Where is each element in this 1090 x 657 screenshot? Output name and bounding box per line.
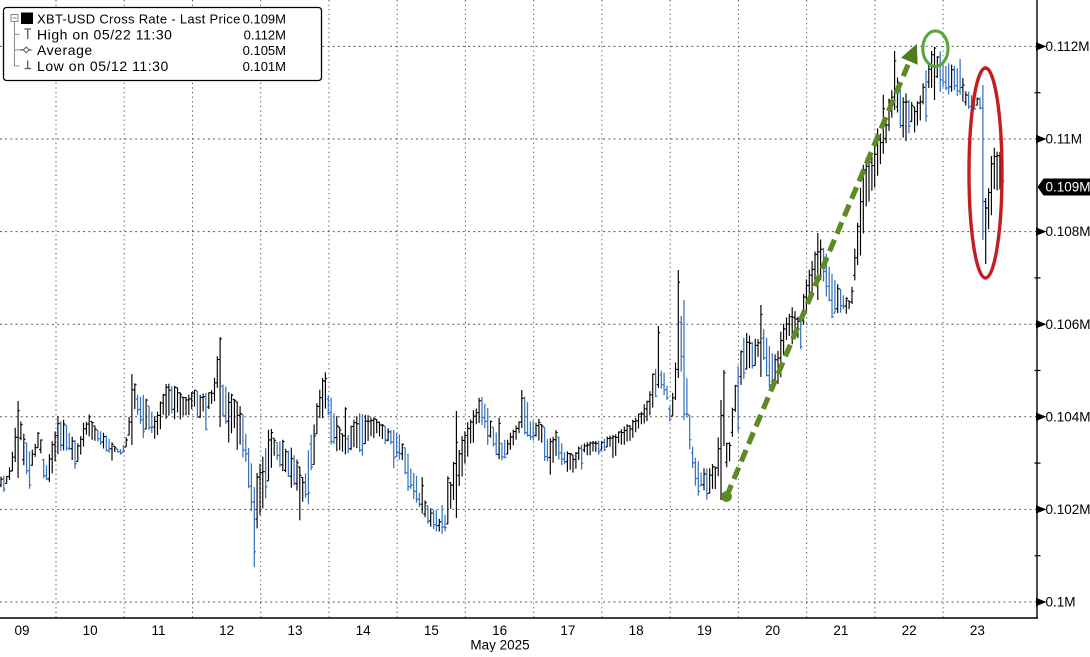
svg-text:0.11M: 0.11M [1046,132,1083,147]
svg-text:May 2025: May 2025 [470,638,529,653]
svg-text:0.104M: 0.104M [1046,409,1090,424]
svg-text:0.102M: 0.102M [1046,502,1090,517]
svg-text:High on 05/22 11:30: High on 05/22 11:30 [37,26,173,42]
svg-text:0.106M: 0.106M [1046,317,1090,332]
svg-text:Average: Average [37,42,93,58]
svg-text:0.112M: 0.112M [244,27,286,42]
svg-text:0.112M: 0.112M [1046,39,1090,54]
svg-text:19: 19 [697,623,712,638]
svg-text:09: 09 [14,623,29,638]
svg-text:11: 11 [151,623,165,638]
svg-text:16: 16 [492,623,507,638]
svg-text:10: 10 [83,623,98,638]
svg-text:23: 23 [970,623,985,638]
svg-text:17: 17 [560,623,575,638]
svg-text:0.105M: 0.105M [243,43,286,58]
svg-text:13: 13 [287,623,302,638]
svg-text:22: 22 [902,623,917,638]
svg-text:0.108M: 0.108M [1046,224,1090,239]
svg-text:Low on 05/12 11:30: Low on 05/12 11:30 [37,58,169,74]
svg-text:15: 15 [424,623,439,638]
svg-text:0.101M: 0.101M [243,59,286,74]
svg-text:12: 12 [219,623,234,638]
svg-text:0.109M: 0.109M [1046,180,1090,195]
svg-text:21: 21 [833,623,848,638]
svg-text:XBT-USD Cross Rate - Last Pric: XBT-USD Cross Rate - Last Price [37,12,241,27]
svg-text:20: 20 [765,623,780,638]
svg-text:0.1M: 0.1M [1046,595,1076,610]
svg-text:18: 18 [629,623,644,638]
svg-text:0.109M: 0.109M [243,12,286,27]
svg-text:14: 14 [356,623,372,638]
